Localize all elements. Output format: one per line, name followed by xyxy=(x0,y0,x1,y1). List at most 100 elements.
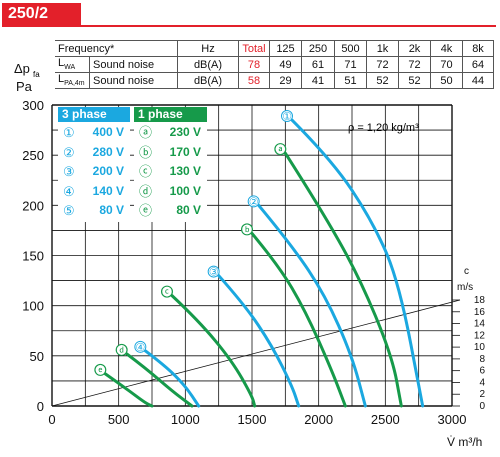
legend-1-body: ⓐ 230 V ⓑ 170 V ⓒ 130 V ⓓ 100 V ⓔ 80 V xyxy=(134,122,207,222)
table-cell: 61 xyxy=(301,56,335,73)
table-symbol-cell: LPA,4m xyxy=(55,73,90,89)
series-marker xyxy=(94,363,107,376)
y-unit-sub: fa xyxy=(33,70,40,79)
table-header-cell: Hz xyxy=(177,40,239,57)
y-tick-label: 250 xyxy=(22,148,44,163)
row-symbol: L xyxy=(58,73,65,86)
table-cell: 29 xyxy=(269,72,302,89)
x-tick-label: 1000 xyxy=(171,412,200,427)
table-header-cell: Total xyxy=(238,40,270,57)
series-line xyxy=(217,274,301,408)
series-line xyxy=(283,151,403,408)
row-symbol: L xyxy=(58,57,65,70)
c-tick-label: 6 xyxy=(479,366,485,377)
legend-item: ② 280 V xyxy=(58,143,130,163)
table-row: LPA,4m Sound noise dB(A) 58 29 41 51 52 … xyxy=(55,72,494,89)
table-header-cell: 8k xyxy=(462,40,494,57)
legend-value: 80 V xyxy=(99,203,124,218)
c-tick-label: 4 xyxy=(479,377,485,388)
series-label: ③ xyxy=(209,266,219,279)
legend-item: ⑤ 80 V xyxy=(58,201,130,221)
table-header-row: Frequency* Hz Total 125 250 500 1k 2k 4k… xyxy=(55,40,494,57)
legend-3-body: ① 400 V ② 280 V ③ 200 V ④ 140 V ⑤ 80 V xyxy=(58,122,130,222)
y-unit-top: Δp xyxy=(14,61,30,76)
series-marker xyxy=(115,343,128,356)
legend-item: ⓓ 100 V xyxy=(134,182,207,202)
table-cell: 52 xyxy=(398,72,431,89)
legend-mark: ⓐ xyxy=(139,125,153,140)
series-label: ⓑ xyxy=(242,223,253,236)
c-tick-label: 10 xyxy=(474,342,486,353)
c-tick-label: 2 xyxy=(479,389,485,400)
legend-mark: ① xyxy=(63,125,75,140)
density-note: ρ = 1,20 kg/m³ xyxy=(348,122,419,134)
legend-value: 200 V xyxy=(92,164,124,179)
legend-3-phase: 3 phase ① 400 V ② 280 V ③ 200 V ④ 140 V ⑤ 80 … xyxy=(58,107,130,222)
y-tick-label: 100 xyxy=(22,299,44,314)
table-header-cell: 500 xyxy=(334,40,367,57)
c-tick-label: 14 xyxy=(474,319,486,330)
legend-value: 170 V xyxy=(169,144,201,159)
table-cell: 70 xyxy=(430,56,463,73)
legend-item: ④ 140 V xyxy=(58,182,130,202)
table-row: LWA Sound noise dB(A) 78 49 61 71 72 72 … xyxy=(55,56,494,73)
table-cell: 50 xyxy=(430,72,463,89)
x-unit: V̇ m³/h xyxy=(447,435,482,449)
y-tick-label: 150 xyxy=(22,249,44,264)
legend-item: ① 400 V xyxy=(58,123,130,143)
table-unit-cell: dB(A) xyxy=(177,72,239,89)
legend-value: 140 V xyxy=(92,183,124,198)
table-symbol-cell: LWA xyxy=(55,56,90,73)
series-line xyxy=(250,231,347,408)
series-line xyxy=(290,118,425,408)
legend-mark: ⑤ xyxy=(63,203,75,219)
legend-item: ⓔ 80 V xyxy=(134,201,207,221)
series-line xyxy=(103,372,154,408)
table-cell: 44 xyxy=(462,72,494,89)
sound-table: Frequency* Hz Total 125 250 500 1k 2k 4k… xyxy=(55,40,494,89)
table-cell: 49 xyxy=(269,56,302,73)
table-cell: 72 xyxy=(366,56,399,73)
table-header-cell: 2k xyxy=(398,40,431,57)
table-header-cell: 1k xyxy=(366,40,399,57)
table-cell: 72 xyxy=(398,56,431,73)
table-header-cell: 4k xyxy=(430,40,463,57)
series-label: ⓔ xyxy=(95,364,106,377)
series-marker xyxy=(281,110,293,123)
legend-mark: ⓓ xyxy=(139,183,153,199)
series-marker xyxy=(207,265,220,278)
series-label: ① xyxy=(282,110,292,123)
c-tick-label: 16 xyxy=(474,307,486,318)
c-tick-label: 18 xyxy=(474,295,486,306)
legend-item: ⓐ 230 V xyxy=(134,123,207,143)
table-cell: 64 xyxy=(462,56,494,73)
series-label: ② xyxy=(249,195,259,208)
legend-mark: ④ xyxy=(63,183,75,199)
table-desc-cell: Sound noise xyxy=(89,72,178,89)
series-line xyxy=(125,352,194,408)
y-tick-label: 300 xyxy=(22,98,44,113)
legend-mark: ⓒ xyxy=(139,164,153,180)
x-tick-label: 1500 xyxy=(238,412,267,427)
legend-item: ⓑ 170 V xyxy=(134,143,207,163)
legend-1-phase: 1 phase ⓐ 230 V ⓑ 170 V ⓒ 130 V ⓓ 100 V ⓔ 80 … xyxy=(134,107,207,222)
velocity-line xyxy=(51,299,461,407)
series-marker xyxy=(247,195,260,208)
c-tick-label: 12 xyxy=(474,330,486,341)
legend-value: 400 V xyxy=(92,125,124,139)
table-unit-cell: dB(A) xyxy=(177,56,239,73)
legend-value: 230 V xyxy=(169,125,201,139)
legend-mark: ⓑ xyxy=(139,144,153,160)
legend-value: 80 V xyxy=(176,203,201,218)
x-tick-label: 500 xyxy=(108,412,130,427)
header-rule xyxy=(2,25,496,27)
series-label: ④ xyxy=(135,341,145,354)
series-label: ⓓ xyxy=(116,344,127,357)
y-tick-label: 50 xyxy=(30,349,44,364)
legend-mark: ⓔ xyxy=(139,203,153,219)
legend-mark: ② xyxy=(63,144,75,160)
x-tick-label: 0 xyxy=(48,412,55,427)
series-line xyxy=(257,203,367,408)
row-symbol-sub: WA xyxy=(64,64,76,72)
